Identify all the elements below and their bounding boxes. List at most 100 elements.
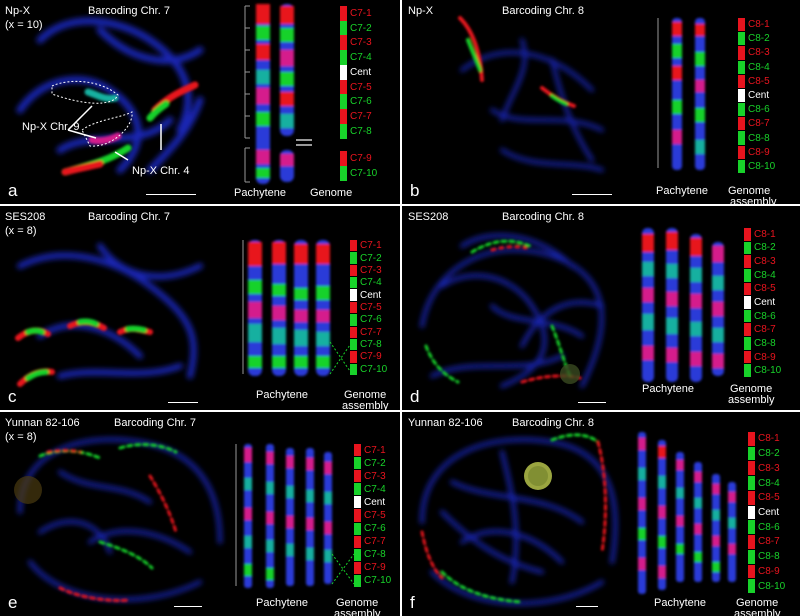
panel-e-micrograph [14, 437, 222, 602]
barcode-legend: C8-1 C8-2 C8-3 C8-4 C8-5 Cent C8-6 C8-7 C8-8 C8-9… [738, 18, 800, 174]
panel-b-micrograph [458, 16, 604, 172]
legend-segment-bar [738, 159, 745, 173]
legend-segment-label: C8-8 [748, 132, 770, 144]
legend-segment-bar [340, 50, 347, 66]
legend-segment-bar [354, 457, 361, 470]
legend-segment-label: C7-3 [350, 37, 372, 49]
sample-label: Yunnan 82-106 [408, 417, 483, 429]
pachytene-label: Pachytene [642, 383, 694, 395]
legend-segment-label: C7-1 [350, 8, 372, 19]
panel-e: Yunnan 82-106 (x = 8) Barcoding Chr. 7 e… [0, 412, 400, 616]
legend-segment-label: C7-1 [360, 240, 382, 252]
legend-segment-bar [744, 337, 751, 350]
legend-segment-bar [354, 483, 361, 496]
legend-segment-label: C7-10 [360, 363, 388, 375]
legend-segment-bar [340, 151, 347, 167]
genome-label-line1: Genome [310, 187, 353, 199]
legend-segment-label: C7-9 [350, 153, 372, 165]
legend-segment-label: C8-8 [758, 551, 780, 563]
scale-bar [578, 402, 606, 403]
legend-segment-bar [354, 470, 361, 483]
barcode-legend: C7-1 C7-2 C7-3 C7-4 Cent C7-5 C7-6 C7-7 C7-8 C7-9… [350, 240, 400, 376]
legend-segment-bar [350, 301, 357, 314]
annotation-chr9: Np-X Chr. 9 [22, 121, 80, 133]
legend-segment-label: Cent [758, 507, 780, 518]
legend-segment-bar [748, 579, 755, 593]
sample-label: SES208 [408, 211, 449, 223]
scale-bar [572, 194, 612, 195]
panel-c: SES208 (x = 8) Barcoding Chr. 7 c Pachyt… [0, 206, 400, 410]
panel-title: Barcoding Chr. 8 [512, 417, 594, 429]
legend-segment-bar [340, 94, 347, 110]
legend-segment-bar [748, 505, 755, 520]
legend-segment-label: C8-7 [748, 118, 770, 130]
legend-segment-bar [748, 476, 755, 490]
legend-segment-bar [350, 277, 357, 289]
legend-segment-bar [350, 326, 357, 338]
legend-segment-bar [340, 64, 347, 80]
legend-segment-label: C8-10 [748, 160, 776, 172]
legend-segment-label: Cent [364, 496, 386, 508]
genome-label-line1: Genome [728, 185, 771, 197]
scale-bar [168, 402, 198, 403]
legend-segment-bar [340, 20, 347, 36]
legend-segment-bar [738, 145, 745, 159]
legend-segment-bar [738, 103, 745, 117]
legend-segment-label: C8-4 [754, 269, 776, 281]
legend-segment-label: Cent [350, 66, 372, 78]
legend-segment-bar [340, 109, 347, 125]
pachytene-label: Pachytene [656, 185, 708, 197]
legend-segment-label: C7-7 [350, 111, 372, 123]
legend-segment-label: C8-1 [748, 19, 770, 31]
legend-segment-label: C8-3 [758, 462, 780, 474]
legend-segment-label: C8-7 [754, 324, 776, 336]
legend-segment-label: C7-2 [350, 22, 372, 34]
sample-label: Np-X [5, 5, 31, 17]
legend-segment-label: C8-6 [758, 521, 780, 533]
panel-title: Barcoding Chr. 8 [502, 211, 584, 223]
panel-letter: c [8, 387, 17, 406]
ploidy-label: (x = 8) [5, 431, 37, 443]
panel-title: Barcoding Chr. 7 [88, 5, 170, 17]
legend-segment-bar [744, 364, 751, 377]
legend-segment-bar [744, 350, 751, 364]
panel-title: Barcoding Chr. 8 [502, 5, 584, 17]
legend-segment-label: C7-2 [364, 457, 386, 469]
panel-title: Barcoding Chr. 7 [88, 211, 170, 223]
legend-segment-bar [738, 46, 745, 60]
legend-segment-label: Cent [360, 289, 382, 301]
legend-segment-bar [748, 564, 755, 579]
panel-letter: b [410, 181, 420, 200]
legend-segment-bar [744, 296, 751, 309]
panel-letter: a [8, 181, 18, 200]
sample-label: SES208 [5, 211, 46, 223]
legend-segment-label: C7-3 [364, 470, 386, 482]
legend-segment-bar [350, 351, 357, 363]
genome-label-line1: Genome [336, 597, 379, 609]
legend-segment-bar [738, 117, 745, 131]
genome-label-line1: Genome [344, 389, 387, 401]
sample-label: Np-X [408, 5, 434, 17]
legend-segment-label: C8-2 [754, 242, 776, 254]
legend-segment-bar [340, 79, 347, 95]
legend-segment-bar [340, 123, 347, 139]
legend-segment-bar [340, 166, 347, 182]
legend-segment-bar [748, 446, 755, 461]
legend-segment-label: C8-2 [748, 33, 770, 45]
legend-segment-label: C8-3 [754, 256, 776, 268]
legend-segment-bar [744, 255, 751, 268]
panel-a-micrograph [16, 17, 204, 176]
legend-segment-label: C8-3 [748, 47, 770, 59]
legend-segment-label: C7-3 [360, 264, 382, 276]
legend-segment-label: C8-2 [758, 448, 780, 460]
panel-letter: d [410, 387, 420, 406]
pachytene-label: Pachytene [256, 597, 308, 609]
barcode-legend: C8-1 C8-2 C8-3 C8-4 C8-5 Cent C8-6 C8-7 C8-8 C8-9… [748, 432, 800, 594]
panel-a: Np-X (x = 10) Barcoding Chr. 7 Np-X Chr.… [0, 0, 400, 204]
panel-f: Yunnan 82-106 Barcoding Chr. 8 f Pachyte… [402, 412, 800, 616]
legend-segment-bar [738, 131, 745, 145]
legend-segment-bar [354, 561, 361, 574]
panel-d: SES208 Barcoding Chr. 8 d Pachytene Geno… [402, 206, 800, 410]
genome-label-line2: assembly [734, 608, 781, 616]
sample-label: Yunnan 82-106 [5, 417, 80, 429]
